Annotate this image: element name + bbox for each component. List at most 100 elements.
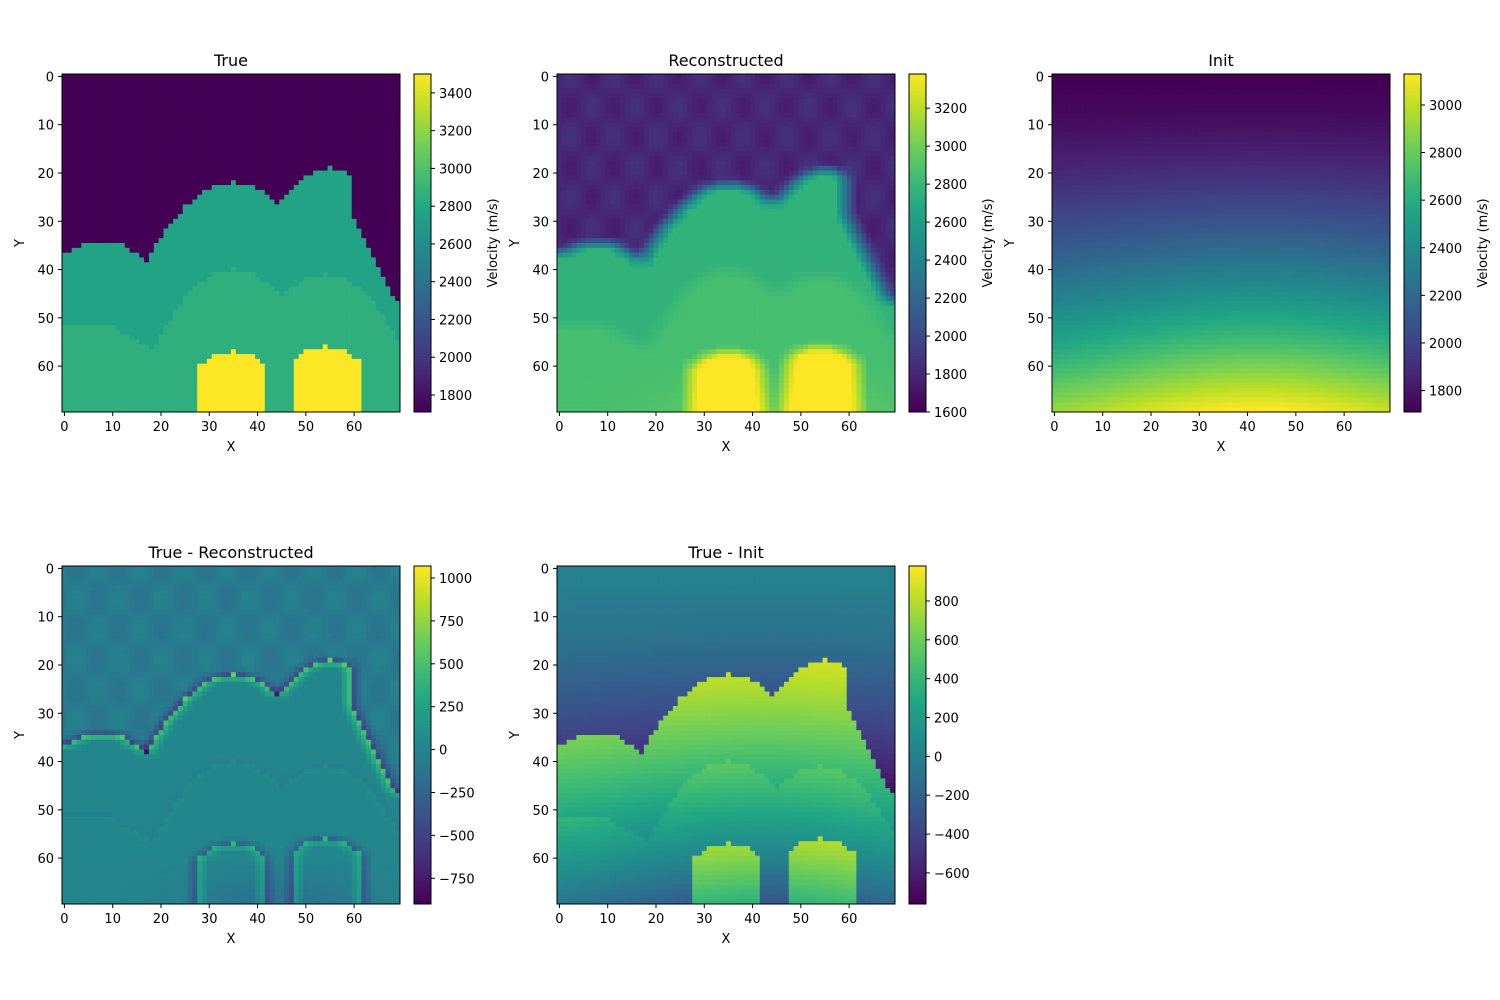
- heatmap-cell: [371, 243, 376, 248]
- heatmap-cell: [231, 98, 236, 103]
- heatmap-cell: [134, 84, 139, 89]
- heatmap-cell: [130, 224, 135, 229]
- heatmap-cell: [386, 103, 391, 108]
- heatmap-cell: [390, 180, 395, 185]
- heatmap-cell: [159, 238, 164, 243]
- heatmap-cell: [183, 277, 188, 282]
- heatmap-cell: [381, 209, 386, 214]
- heatmap-cell: [105, 79, 110, 84]
- heatmap-cell: [270, 137, 275, 142]
- heatmap-cell: [221, 277, 226, 282]
- heatmap-cell: [154, 166, 159, 171]
- heatmap-cell: [105, 117, 110, 122]
- heatmap-cell: [226, 272, 231, 277]
- heatmap-cell: [144, 103, 149, 108]
- heatmap-cell: [284, 117, 289, 122]
- heatmap-cell: [207, 88, 212, 93]
- heatmap-cell: [361, 238, 366, 243]
- heatmap-cell: [212, 161, 217, 166]
- heatmap-cell: [337, 103, 342, 108]
- heatmap-cell: [342, 127, 347, 132]
- heatmap-cell: [279, 262, 284, 267]
- heatmap-cell: [212, 224, 217, 229]
- heatmap-cell: [159, 209, 164, 214]
- heatmap-cell: [115, 122, 120, 127]
- heatmap-cell: [226, 108, 231, 113]
- heatmap-cell: [149, 122, 154, 127]
- heatmap-cell: [212, 229, 217, 234]
- heatmap-cell: [279, 151, 284, 156]
- heatmap-cell: [366, 200, 371, 205]
- heatmap-cell: [96, 122, 101, 127]
- heatmap-cell: [154, 175, 159, 180]
- heatmap-cell: [303, 122, 308, 127]
- heatmap-cell: [347, 209, 352, 214]
- heatmap-cell: [183, 117, 188, 122]
- heatmap-cell: [332, 161, 337, 166]
- heatmap-cell: [299, 204, 304, 209]
- heatmap-cell: [289, 103, 294, 108]
- heatmap-cell: [328, 204, 333, 209]
- heatmap-cell: [357, 74, 362, 79]
- heatmap-cell: [105, 272, 110, 277]
- heatmap-cell: [260, 93, 265, 98]
- heatmap-cell: [168, 175, 173, 180]
- heatmap-cell: [226, 257, 231, 262]
- heatmap-cell: [347, 113, 352, 118]
- heatmap-cell: [115, 219, 120, 224]
- heatmap-cell: [342, 88, 347, 93]
- heatmap-cell: [72, 79, 77, 84]
- heatmap-cell: [284, 190, 289, 195]
- heatmap-cell: [163, 175, 168, 180]
- heatmap-cell: [308, 171, 313, 176]
- heatmap-cell: [163, 93, 168, 98]
- heatmap-cell: [163, 200, 168, 205]
- heatmap-cell: [270, 88, 275, 93]
- heatmap-cell: [323, 161, 328, 166]
- heatmap-cell: [173, 214, 178, 219]
- heatmap-cell: [115, 108, 120, 113]
- heatmap-cell: [173, 233, 178, 238]
- heatmap-cell: [188, 127, 193, 132]
- heatmap-cell: [212, 127, 217, 132]
- heatmap-cell: [294, 146, 299, 151]
- heatmap-cell: [226, 161, 231, 166]
- heatmap-cell: [173, 200, 178, 205]
- heatmap-cell: [303, 142, 308, 147]
- heatmap-cell: [231, 79, 236, 84]
- heatmap-cell: [197, 161, 202, 166]
- heatmap-cell: [149, 156, 154, 161]
- heatmap-cell: [62, 219, 67, 224]
- heatmap-cell: [226, 238, 231, 243]
- heatmap-cell: [197, 151, 202, 156]
- heatmap-cell: [192, 185, 197, 190]
- heatmap-cell: [91, 127, 96, 132]
- heatmap-cell: [308, 224, 313, 229]
- heatmap-cell: [308, 142, 313, 147]
- heatmap-cell: [188, 180, 193, 185]
- heatmap-cell: [168, 113, 173, 118]
- heatmap-cell: [168, 224, 173, 229]
- heatmap-cell: [390, 214, 395, 219]
- heatmap-cell: [139, 175, 144, 180]
- heatmap-cell: [381, 166, 386, 171]
- heatmap-cell: [347, 253, 352, 258]
- heatmap-cell: [86, 166, 91, 171]
- heatmap-cell: [130, 262, 135, 267]
- heatmap-cell: [299, 161, 304, 166]
- heatmap-cell: [303, 84, 308, 89]
- heatmap-cell: [371, 74, 376, 79]
- heatmap-cell: [134, 98, 139, 103]
- heatmap-cell: [318, 200, 323, 205]
- heatmap-cell: [284, 166, 289, 171]
- heatmap-cell: [250, 171, 255, 176]
- heatmap-cell: [342, 74, 347, 79]
- heatmap-cell: [110, 219, 115, 224]
- heatmap-cell: [130, 257, 135, 262]
- heatmap-cell: [265, 253, 270, 258]
- heatmap-cell: [299, 180, 304, 185]
- heatmap-cell: [72, 84, 77, 89]
- heatmap-cell: [134, 132, 139, 137]
- heatmap-cell: [72, 272, 77, 277]
- heatmap-cell: [250, 113, 255, 118]
